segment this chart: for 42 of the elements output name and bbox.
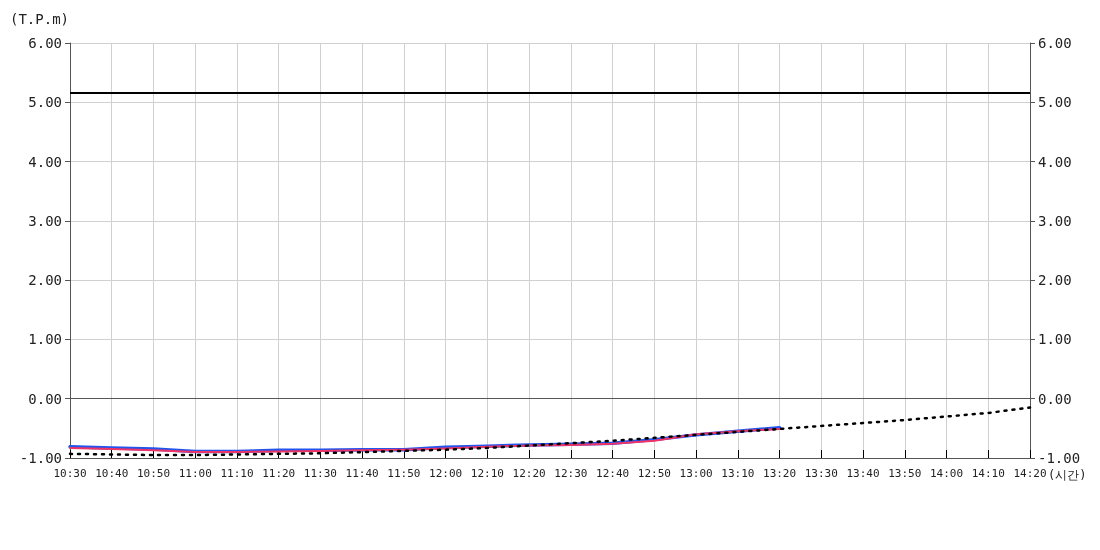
x-tick-label: 12:30 <box>554 467 588 480</box>
x-tick-label: 12:40 <box>596 467 630 480</box>
y2-tick-label: 3.00 <box>1038 212 1072 229</box>
y-tick-label: 3.00 <box>28 212 62 229</box>
x-tick-label: 11:40 <box>345 467 379 480</box>
x-tick-label: 12:10 <box>470 467 504 480</box>
x-tick-label: 12:00 <box>429 467 463 480</box>
y2-tick-label: -1.00 <box>1038 450 1081 466</box>
x-tick-label: 10:50 <box>136 467 171 480</box>
y-tick-label: 4.00 <box>28 153 62 170</box>
y-tick-label: 6.00 <box>28 35 62 51</box>
y2-tick-label: 5.00 <box>1038 94 1072 111</box>
y-tick-label: -1.00 <box>19 450 62 466</box>
x-tick-label: 10:40 <box>95 467 129 480</box>
x-axis-title: (시간) <box>1048 468 1087 482</box>
x-tick-label: 11:30 <box>303 467 337 480</box>
x-tick-label: 11:00 <box>178 467 212 480</box>
y2-tick-label: 2.00 <box>1038 272 1072 289</box>
x-tick-label: 11:10 <box>220 467 254 480</box>
x-tick-label: 14:00 <box>929 467 964 480</box>
x-tick-label: 12:20 <box>512 467 546 480</box>
y2-tick-label: 0.00 <box>1038 390 1072 407</box>
y2-tick-label: 1.00 <box>1038 331 1072 348</box>
x-tick-label: 13:50 <box>888 467 922 480</box>
x-tick-label: 13:10 <box>721 467 755 480</box>
x-tick-label: 11:20 <box>262 467 296 480</box>
x-tick-label: 14:10 <box>971 467 1005 480</box>
x-tick-label: 11:50 <box>387 467 421 480</box>
y-tick-label: 2.00 <box>28 272 62 289</box>
x-tick-label: 13:30 <box>804 467 838 480</box>
x-tick-label: 10:30 <box>53 467 87 480</box>
y-tick-label: 0.00 <box>28 390 62 407</box>
y-tick-label: 5.00 <box>28 94 62 111</box>
y-tick-label: 1.00 <box>28 331 62 348</box>
x-tick-label: 12:50 <box>637 467 671 480</box>
y-axis-title: (T.P.m) <box>10 11 70 27</box>
x-tick-label: 14:20 <box>1013 467 1047 480</box>
x-tick-label: 13:20 <box>763 467 797 480</box>
y2-tick-label: 4.00 <box>1038 153 1072 170</box>
y2-tick-label: 6.00 <box>1038 35 1072 51</box>
x-tick-label: 13:40 <box>846 467 880 480</box>
x-tick-label: 13:00 <box>679 467 713 480</box>
